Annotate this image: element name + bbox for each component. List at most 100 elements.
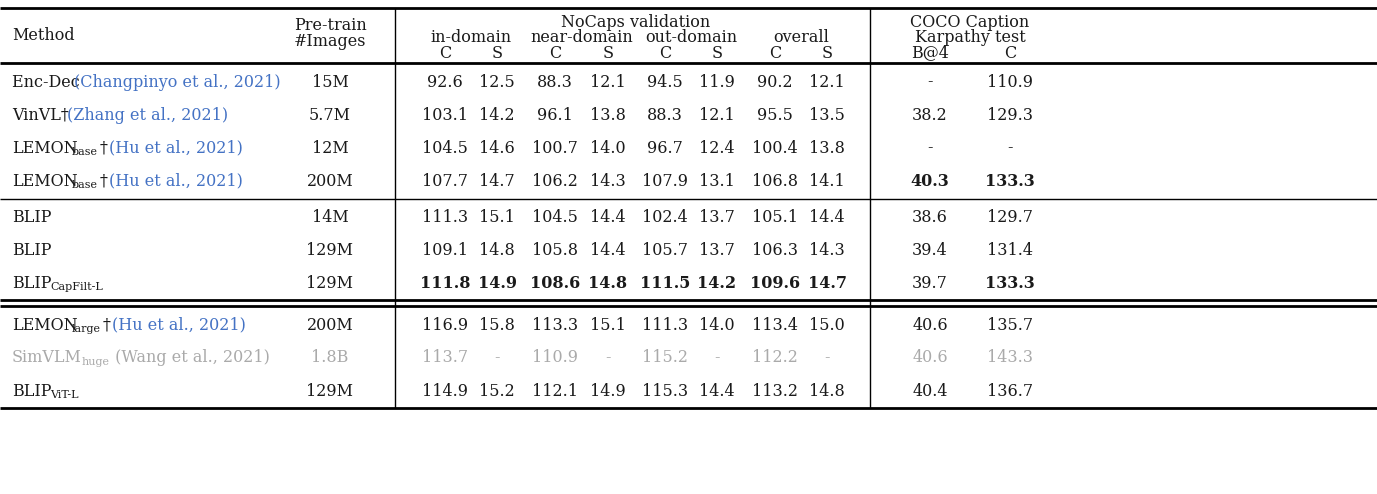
- Text: 14.4: 14.4: [591, 208, 625, 225]
- Text: 13.8: 13.8: [591, 107, 627, 124]
- Text: 131.4: 131.4: [987, 242, 1033, 258]
- Text: 14.8: 14.8: [479, 242, 515, 258]
- Text: 114.9: 114.9: [421, 382, 468, 400]
- Text: 14.3: 14.3: [810, 242, 845, 258]
- Text: 14.8: 14.8: [588, 275, 628, 291]
- Text: (Hu et al., 2021): (Hu et al., 2021): [109, 172, 242, 190]
- Text: 40.6: 40.6: [912, 349, 947, 367]
- Text: SimVLM: SimVLM: [12, 349, 81, 367]
- Text: -: -: [1007, 139, 1012, 157]
- Text: ViT-L: ViT-L: [50, 390, 78, 400]
- Text: 12.4: 12.4: [700, 139, 735, 157]
- Text: 103.1: 103.1: [421, 107, 468, 124]
- Text: 14.0: 14.0: [700, 317, 735, 333]
- Text: C: C: [549, 44, 560, 61]
- Text: †: †: [101, 172, 113, 190]
- Text: 94.5: 94.5: [647, 74, 683, 90]
- Text: (Zhang et al., 2021): (Zhang et al., 2021): [67, 107, 229, 124]
- Text: 38.2: 38.2: [912, 107, 947, 124]
- Text: 115.3: 115.3: [642, 382, 688, 400]
- Text: 88.3: 88.3: [647, 107, 683, 124]
- Text: 129M: 129M: [307, 275, 354, 291]
- Text: 15M: 15M: [311, 74, 348, 90]
- Text: 136.7: 136.7: [987, 382, 1033, 400]
- Text: 12.1: 12.1: [810, 74, 845, 90]
- Text: 105.8: 105.8: [532, 242, 578, 258]
- Text: 14.7: 14.7: [807, 275, 847, 291]
- Text: (Hu et al., 2021): (Hu et al., 2021): [109, 139, 242, 157]
- Text: 15.0: 15.0: [810, 317, 845, 333]
- Text: 113.4: 113.4: [752, 317, 799, 333]
- Text: COCO Caption: COCO Caption: [910, 13, 1030, 31]
- Text: 110.9: 110.9: [987, 74, 1033, 90]
- Text: -: -: [927, 139, 932, 157]
- Text: 105.1: 105.1: [752, 208, 799, 225]
- Text: BLIP: BLIP: [12, 242, 51, 258]
- Text: 113.2: 113.2: [752, 382, 799, 400]
- Text: 200M: 200M: [307, 317, 354, 333]
- Text: 15.8: 15.8: [479, 317, 515, 333]
- Text: 5.7M: 5.7M: [308, 107, 351, 124]
- Text: Pre-train: Pre-train: [293, 16, 366, 34]
- Text: (Changpinyo et al., 2021): (Changpinyo et al., 2021): [74, 74, 281, 90]
- Text: 95.5: 95.5: [757, 107, 793, 124]
- Text: 113.7: 113.7: [421, 349, 468, 367]
- Text: huge: huge: [83, 357, 110, 367]
- Text: 116.9: 116.9: [421, 317, 468, 333]
- Text: 14.2: 14.2: [697, 275, 737, 291]
- Text: BLIP: BLIP: [12, 275, 51, 291]
- Text: 14.7: 14.7: [479, 172, 515, 190]
- Text: S: S: [712, 44, 723, 61]
- Text: 40.6: 40.6: [912, 317, 947, 333]
- Text: C: C: [768, 44, 781, 61]
- Text: 88.3: 88.3: [537, 74, 573, 90]
- Text: LEMON: LEMON: [12, 317, 77, 333]
- Text: out-domain: out-domain: [644, 29, 737, 45]
- Text: 104.5: 104.5: [532, 208, 578, 225]
- Text: 111.3: 111.3: [421, 208, 468, 225]
- Text: S: S: [603, 44, 614, 61]
- Text: 90.2: 90.2: [757, 74, 793, 90]
- Text: 39.7: 39.7: [912, 275, 947, 291]
- Text: 14.6: 14.6: [479, 139, 515, 157]
- Text: 14.3: 14.3: [591, 172, 627, 190]
- Text: 15.1: 15.1: [591, 317, 627, 333]
- Text: 14.1: 14.1: [810, 172, 845, 190]
- Text: large: large: [72, 324, 101, 334]
- Text: 14.2: 14.2: [479, 107, 515, 124]
- Text: 104.5: 104.5: [423, 139, 468, 157]
- Text: S: S: [492, 44, 503, 61]
- Text: 14.0: 14.0: [591, 139, 625, 157]
- Text: 40.3: 40.3: [910, 172, 949, 190]
- Text: 13.8: 13.8: [810, 139, 845, 157]
- Text: C: C: [1004, 44, 1016, 61]
- Text: #Images: #Images: [293, 33, 366, 49]
- Text: 111.8: 111.8: [420, 275, 471, 291]
- Text: 96.1: 96.1: [537, 107, 573, 124]
- Text: 14.4: 14.4: [591, 242, 625, 258]
- Text: 12M: 12M: [311, 139, 348, 157]
- Text: 96.7: 96.7: [647, 139, 683, 157]
- Text: -: -: [825, 349, 830, 367]
- Text: 12.1: 12.1: [700, 107, 735, 124]
- Text: 14.8: 14.8: [810, 382, 845, 400]
- Text: C: C: [658, 44, 671, 61]
- Text: 200M: 200M: [307, 172, 354, 190]
- Text: Karpathy test: Karpathy test: [914, 29, 1026, 45]
- Text: CapFilt-L: CapFilt-L: [50, 282, 103, 292]
- Text: 133.3: 133.3: [985, 275, 1036, 291]
- Text: 100.7: 100.7: [532, 139, 578, 157]
- Text: 38.6: 38.6: [912, 208, 947, 225]
- Text: (Wang et al., 2021): (Wang et al., 2021): [110, 349, 270, 367]
- Text: NoCaps validation: NoCaps validation: [562, 13, 711, 31]
- Text: 1.8B: 1.8B: [311, 349, 348, 367]
- Text: 14M: 14M: [311, 208, 348, 225]
- Text: Enc-Dec: Enc-Dec: [12, 74, 85, 90]
- Text: 115.2: 115.2: [642, 349, 688, 367]
- Text: -: -: [494, 349, 500, 367]
- Text: 14.4: 14.4: [700, 382, 735, 400]
- Text: 129.3: 129.3: [987, 107, 1033, 124]
- Text: 13.5: 13.5: [810, 107, 845, 124]
- Text: overall: overall: [772, 29, 829, 45]
- Text: 107.7: 107.7: [421, 172, 468, 190]
